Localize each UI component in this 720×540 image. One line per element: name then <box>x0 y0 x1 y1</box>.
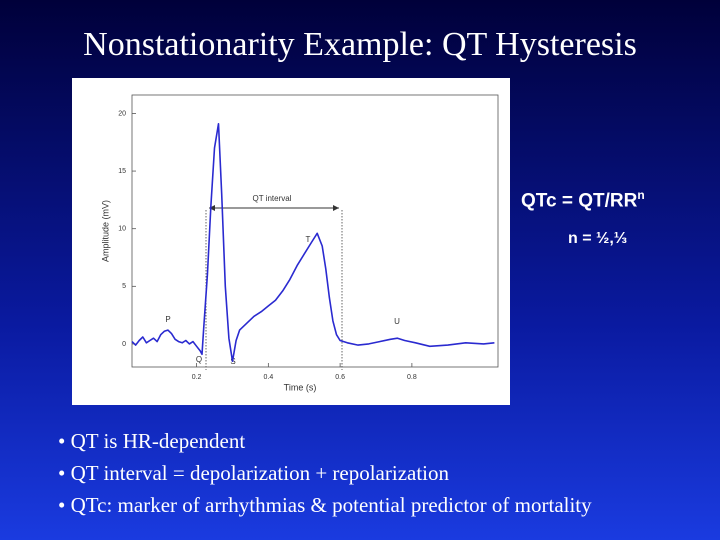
y-tick-label: 0 <box>122 341 126 348</box>
slide-title: Nonstationarity Example: QT Hysteresis <box>83 26 637 63</box>
x-tick-label: 0.4 <box>263 374 273 381</box>
bullet: • QTc: marker of arrhythmias & potential… <box>58 493 592 517</box>
x-tick-label: 0.6 <box>335 374 345 381</box>
annotation: T <box>306 235 311 244</box>
bullet-text: QT is HR-dependent <box>70 429 246 453</box>
y-axis-label: Amplitude (mV) <box>100 200 110 262</box>
exponent-values: n = ½,⅓ <box>568 230 628 247</box>
bullet: • QT interval = depolarization + repolar… <box>58 461 450 485</box>
x-tick-label: 0.8 <box>407 374 417 381</box>
annotation: Q <box>196 355 202 364</box>
annotation: U <box>394 317 400 326</box>
formula: QTc = QT/RRn <box>521 188 645 212</box>
bullet: • QT is HR-dependent <box>58 429 246 453</box>
y-tick-label: 10 <box>118 226 126 233</box>
x-tick-label: 0.2 <box>192 374 202 381</box>
x-axis-label: Time (s) <box>284 382 317 392</box>
y-tick-label: 5 <box>122 283 126 290</box>
chart-background <box>72 78 510 405</box>
formula-base: QTc = QT/RR <box>521 190 638 212</box>
y-tick-label: 20 <box>118 110 126 117</box>
bullet-text: QTc: marker of arrhythmias & potential p… <box>70 493 592 517</box>
bullet-text: QT interval = depolarization + repolariz… <box>70 461 450 485</box>
ecg-line <box>131 123 495 362</box>
bullet-list: • QT is HR-dependent • QT interval = dep… <box>58 425 592 521</box>
y-tick-label: 15 <box>118 168 126 175</box>
annotation: QT interval <box>253 194 292 203</box>
plot-frame <box>131 94 499 368</box>
annotation: P <box>165 315 170 324</box>
formula-exponent: n <box>637 188 645 202</box>
